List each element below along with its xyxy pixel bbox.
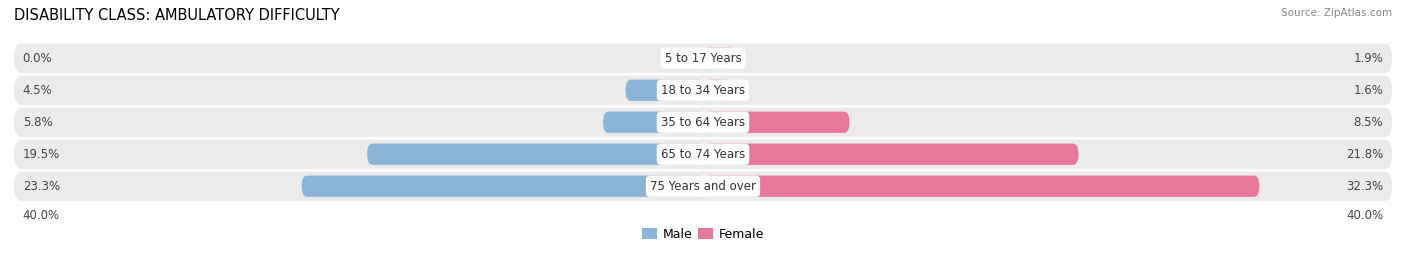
FancyBboxPatch shape [703,111,849,133]
FancyBboxPatch shape [703,48,735,69]
Text: 8.5%: 8.5% [1354,116,1384,129]
Text: 19.5%: 19.5% [22,148,60,161]
Text: 35 to 64 Years: 35 to 64 Years [661,116,745,129]
FancyBboxPatch shape [14,44,1392,73]
Text: 40.0%: 40.0% [1346,209,1384,222]
FancyBboxPatch shape [703,80,731,101]
Text: Source: ZipAtlas.com: Source: ZipAtlas.com [1281,8,1392,18]
Text: 0.0%: 0.0% [22,52,52,65]
Legend: Male, Female: Male, Female [637,223,769,246]
FancyBboxPatch shape [603,111,703,133]
Text: 1.9%: 1.9% [1354,52,1384,65]
FancyBboxPatch shape [703,144,1078,165]
FancyBboxPatch shape [14,76,1392,105]
Text: 1.6%: 1.6% [1354,84,1384,97]
FancyBboxPatch shape [302,176,703,197]
Text: 18 to 34 Years: 18 to 34 Years [661,84,745,97]
FancyBboxPatch shape [626,80,703,101]
Text: 23.3%: 23.3% [22,180,60,193]
Text: 21.8%: 21.8% [1346,148,1384,161]
FancyBboxPatch shape [14,140,1392,169]
FancyBboxPatch shape [703,176,1260,197]
Text: DISABILITY CLASS: AMBULATORY DIFFICULTY: DISABILITY CLASS: AMBULATORY DIFFICULTY [14,8,340,23]
Text: 4.5%: 4.5% [22,84,52,97]
FancyBboxPatch shape [14,108,1392,137]
Text: 75 Years and over: 75 Years and over [650,180,756,193]
Text: 5 to 17 Years: 5 to 17 Years [665,52,741,65]
FancyBboxPatch shape [367,144,703,165]
Text: 65 to 74 Years: 65 to 74 Years [661,148,745,161]
Text: 5.8%: 5.8% [22,116,52,129]
Text: 32.3%: 32.3% [1346,180,1384,193]
Text: 40.0%: 40.0% [22,209,60,222]
FancyBboxPatch shape [14,172,1392,201]
